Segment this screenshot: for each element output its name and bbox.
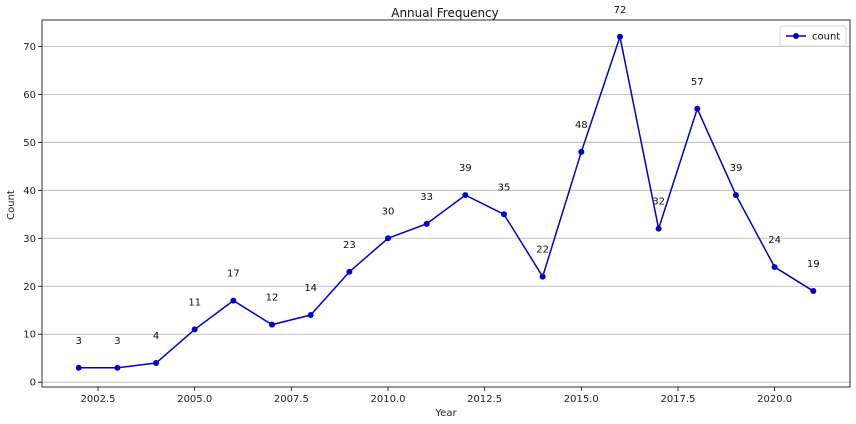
data-label-2012: 39 <box>459 163 472 174</box>
grid-lines <box>42 45 850 383</box>
x-axis-ticks: 2002.5 2005.0 2007.5 2010.0 2012.5 2015.0 2017… <box>81 387 792 405</box>
data-label-2019: 39 <box>730 163 743 174</box>
y-axis-label: Count <box>6 190 17 220</box>
data-label-2014: 22 <box>536 245 549 256</box>
data-label-2021: 19 <box>807 259 820 270</box>
data-point-2011 <box>423 220 430 227</box>
data-point-2009 <box>346 268 353 275</box>
data-label-2002: 3 <box>76 336 82 347</box>
data-label-2006: 17 <box>227 269 240 280</box>
x-tick-label-2002.5: 2002.5 <box>81 394 116 405</box>
data-point-2021 <box>810 288 817 295</box>
data-label-2004: 4 <box>153 331 159 342</box>
x-tick-label-2015.0: 2015.0 <box>564 394 599 405</box>
legend: count <box>779 25 847 47</box>
data-point-2014 <box>539 273 546 280</box>
x-tick-label-2017.5: 2017.5 <box>660 394 695 405</box>
data-label-2008: 14 <box>304 283 317 294</box>
data-point-2016 <box>616 33 623 40</box>
data-point-2020 <box>771 264 778 271</box>
data-point-2006 <box>230 297 237 304</box>
x-axis-label: Year <box>434 408 457 419</box>
data-label-2015: 48 <box>575 120 588 131</box>
data-label-2017: 32 <box>652 197 665 208</box>
data-label-2005: 11 <box>188 297 201 308</box>
data-point-2015 <box>578 148 585 155</box>
data-label-2018: 57 <box>691 77 704 88</box>
x-tick-label-2005.0: 2005.0 <box>177 394 212 405</box>
data-point-2003 <box>114 364 121 371</box>
data-point-2012 <box>462 192 469 199</box>
data-label-2009: 23 <box>343 240 356 251</box>
y-axis-ticks: 0 10 20 30 40 50 60 70 <box>23 42 42 389</box>
y-tick-label-60: 60 <box>23 90 36 101</box>
legend-marker-icon <box>793 33 799 39</box>
series-line-count <box>78 33 814 369</box>
data-label-2020: 24 <box>768 235 781 246</box>
data-point-2008 <box>307 312 314 319</box>
legend-box <box>779 25 847 47</box>
data-point-2017 <box>655 225 662 232</box>
data-point-2004 <box>153 360 160 367</box>
y-tick-label-70: 70 <box>23 42 36 53</box>
data-label-2011: 33 <box>420 192 433 203</box>
y-tick-label-40: 40 <box>23 186 36 197</box>
data-point-2018 <box>694 105 701 112</box>
y-tick-label-10: 10 <box>23 330 36 341</box>
legend-label-count: count <box>812 32 840 43</box>
data-label-2013: 35 <box>498 182 511 193</box>
chart-title: Annual Frequency <box>391 6 499 20</box>
data-point-2019 <box>732 192 739 199</box>
y-tick-label-0: 0 <box>30 378 36 389</box>
data-label-2010: 30 <box>382 206 395 217</box>
x-tick-label-2012.5: 2012.5 <box>467 394 502 405</box>
plot-area-frame <box>41 19 851 388</box>
data-label-2003: 3 <box>114 336 120 347</box>
data-point-2013 <box>500 211 507 218</box>
data-point-2007 <box>269 321 276 328</box>
data-label-2016: 72 <box>614 5 627 16</box>
data-point-2005 <box>191 326 198 333</box>
y-tick-label-20: 20 <box>23 282 36 293</box>
x-tick-label-2020.0: 2020.0 <box>757 394 792 405</box>
y-tick-label-50: 50 <box>23 138 36 149</box>
x-tick-label-2007.5: 2007.5 <box>274 394 309 405</box>
data-point-2010 <box>385 235 392 242</box>
data-label-2007: 12 <box>266 293 279 304</box>
y-tick-label-30: 30 <box>23 234 36 245</box>
x-tick-label-2010.0: 2010.0 <box>371 394 406 405</box>
data-point-2002 <box>75 364 82 371</box>
